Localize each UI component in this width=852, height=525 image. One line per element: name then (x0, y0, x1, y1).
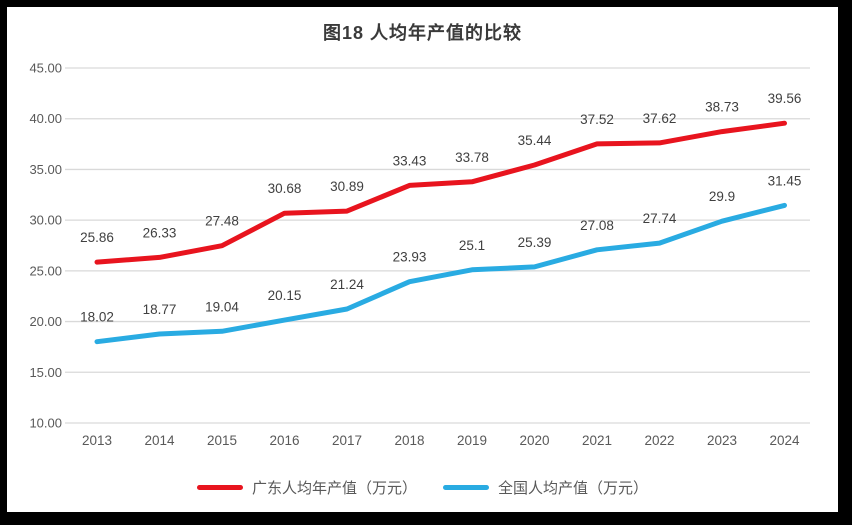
y-axis-tick-label: 20.00 (29, 314, 62, 329)
data-label: 31.45 (768, 173, 802, 188)
x-axis-tick-label: 2014 (144, 433, 175, 448)
data-label: 27.74 (643, 211, 677, 226)
x-axis-tick-label: 2019 (457, 433, 487, 448)
line-chart-plot: 45.00 40.00 35.00 30.00 25.00 20.00 15.00 10.00… (29, 61, 810, 448)
y-axis-tick-label: 15.00 (29, 365, 62, 380)
x-axis-tick-label: 2013 (82, 433, 112, 448)
data-label: 33.43 (393, 153, 427, 168)
x-axis-tick-label: 2021 (582, 433, 612, 448)
series-line-0 (94, 120, 787, 265)
data-label: 27.08 (580, 218, 614, 233)
data-label: 23.93 (393, 250, 427, 265)
data-label: 25.86 (80, 230, 114, 245)
data-label: 29.9 (709, 189, 735, 204)
y-axis-tick-label: 30.00 (29, 213, 62, 228)
y-axis-tick-label: 25.00 (29, 263, 62, 278)
data-label: 38.73 (705, 100, 739, 115)
legend-label-national: 全国人均产值（万元） (498, 480, 649, 497)
y-axis-tick-label: 40.00 (29, 111, 62, 126)
data-label: 30.68 (268, 181, 302, 196)
x-axis-tick-label: 2016 (269, 433, 299, 448)
series-line-1 (94, 202, 787, 345)
data-label: 33.78 (455, 150, 489, 165)
legend-line-swatch-red (196, 485, 243, 490)
data-label: 21.24 (330, 277, 364, 292)
y-axis-tick-label: 35.00 (29, 162, 62, 177)
legend-line-swatch-blue (443, 485, 489, 490)
data-label: 26.33 (143, 225, 177, 240)
x-axis-tick-label: 2018 (394, 433, 424, 448)
data-label: 39.56 (768, 91, 802, 106)
data-label: 37.62 (643, 111, 677, 126)
x-axis-tick-label: 2022 (644, 433, 674, 448)
chart-title: 图18 人均年产值的比较 (322, 23, 523, 43)
data-label: 19.04 (205, 299, 239, 314)
data-label: 18.02 (80, 310, 114, 325)
data-label: 27.48 (205, 214, 239, 229)
data-label: 20.15 (268, 288, 302, 303)
data-label: 37.52 (580, 112, 614, 127)
data-label: 25.1 (459, 238, 485, 253)
chart-legend: 广东人均年产值（万元） 全国人均产值（万元） (7, 477, 838, 498)
x-axis-tick-label: 2017 (332, 433, 362, 448)
x-axis-tick-label: 2023 (707, 433, 737, 448)
data-label: 35.44 (518, 133, 552, 148)
x-axis-tick-label: 2024 (769, 433, 800, 448)
x-axis-tick-label: 2020 (519, 433, 549, 448)
data-label: 25.39 (518, 235, 552, 250)
legend-item-national: 全国人均产值（万元） (443, 477, 648, 498)
x-axis-tick-label: 2015 (207, 433, 237, 448)
y-axis-tick-label: 10.00 (29, 416, 62, 431)
data-label: 30.89 (330, 179, 364, 194)
legend-item-guangdong: 广东人均年产值（万元） (196, 477, 417, 498)
chart-panel: 45.00 40.00 35.00 30.00 25.00 20.00 15.00 10.00… (7, 7, 838, 512)
legend-label-guangdong: 广东人均年产值（万元） (251, 480, 417, 497)
data-label: 18.77 (143, 302, 177, 317)
y-axis-tick-label: 45.00 (29, 61, 62, 76)
